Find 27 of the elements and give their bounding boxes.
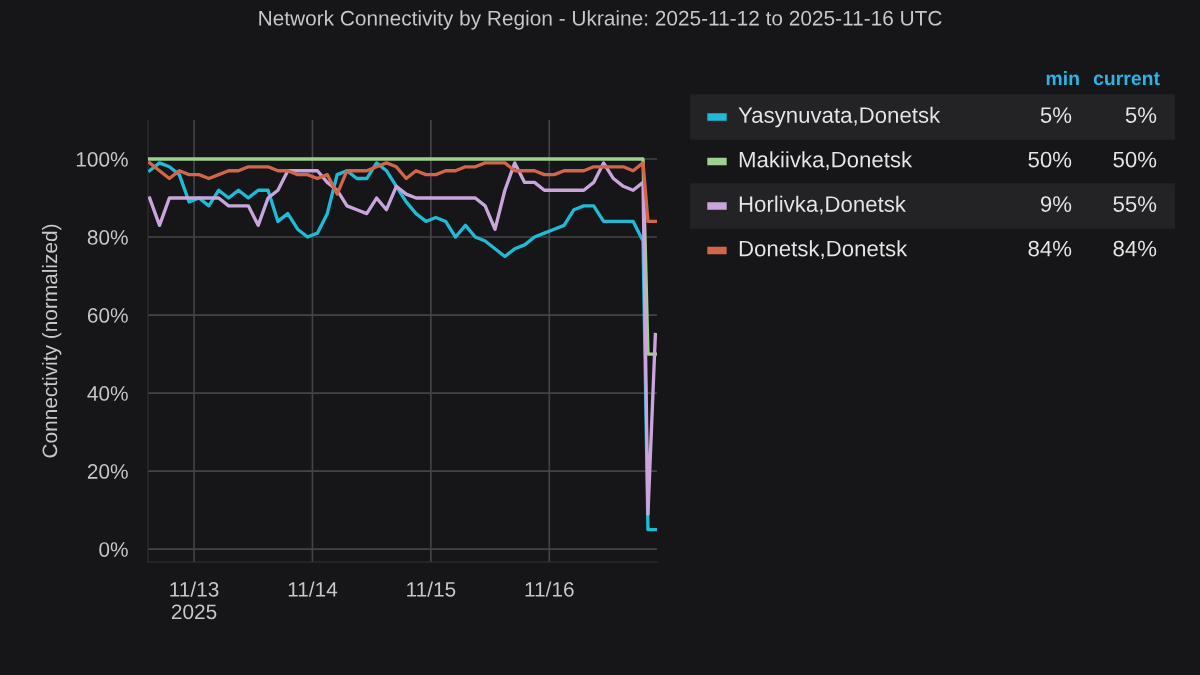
legend-label: Horlivka,Donetsk <box>739 195 906 215</box>
y-tick-label: 0% <box>99 542 128 557</box>
text: 50% <box>1113 151 1157 168</box>
text: 84% <box>1113 240 1157 257</box>
legend-label: Yasynuvata,Donetsk <box>738 106 941 128</box>
y-tick-label: 80% <box>87 230 128 245</box>
y-tick-label: 100% <box>76 152 128 167</box>
text: 5% <box>1040 107 1072 123</box>
text: 50% <box>1028 151 1072 168</box>
text: min <box>1046 70 1079 86</box>
x-tick-label: 11/14 <box>288 581 338 597</box>
x-tick-label: 11/15 <box>407 581 456 597</box>
y-axis-title: Connectivity (normalized) <box>41 224 62 458</box>
y-tick-label: 60% <box>87 308 128 323</box>
text: 55% <box>1113 196 1157 212</box>
text: 9% <box>1040 196 1072 212</box>
y-tick-label: 40% <box>87 386 128 401</box>
chart-title: Network Connectivity by Region - Ukraine: 2025-11-12 to 2025-11-16 UTC <box>259 10 942 30</box>
line-series <box>148 161 657 224</box>
text: current <box>1093 72 1160 86</box>
legend-label: Makiivka,Donetsk <box>739 151 913 171</box>
text: 84% <box>1028 240 1072 257</box>
text: 5% <box>1125 107 1157 123</box>
y-tick-label: 20% <box>87 464 128 479</box>
x-tick-label: 11/16 <box>525 581 574 597</box>
legend-label: Donetsk,Donetsk <box>739 240 908 260</box>
x-tick-label: 11/13 2025 <box>170 581 219 620</box>
